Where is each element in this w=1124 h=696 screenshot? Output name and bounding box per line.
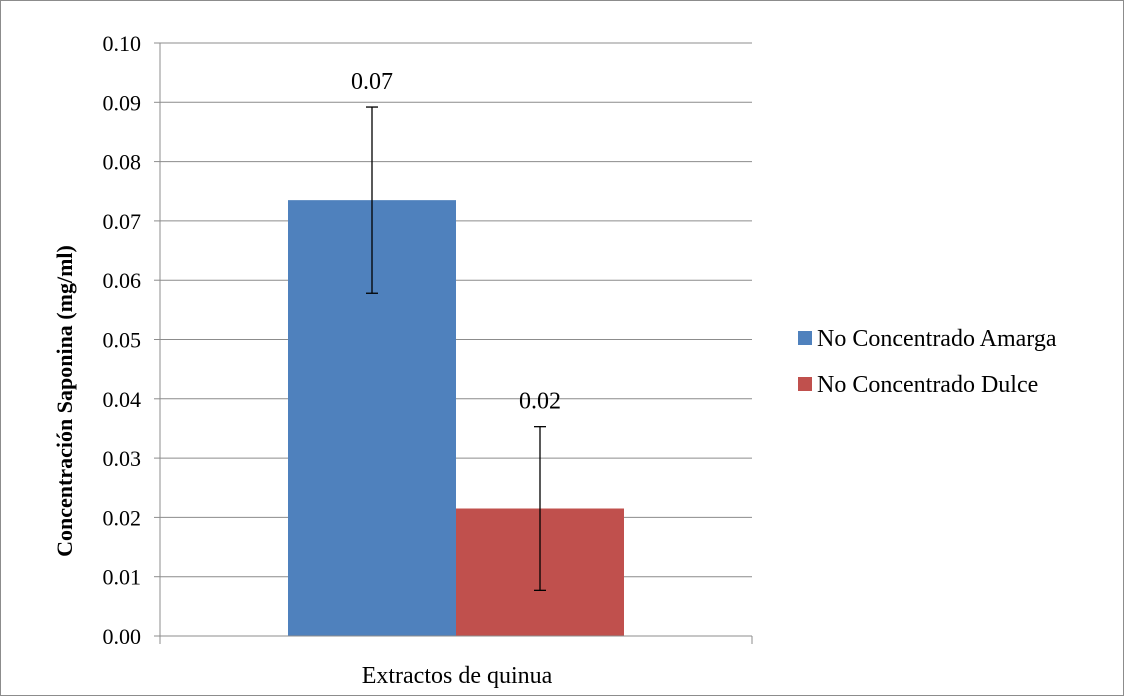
y-tick-label: 0.09	[103, 90, 142, 115]
gridlines	[160, 42, 752, 578]
y-tick-label: 0.01	[103, 565, 142, 590]
y-tick-label: 0.10	[103, 31, 142, 56]
legend-label: No Concentrado Dulce	[817, 372, 1038, 398]
data-labels: 0.07 0.02	[351, 69, 561, 415]
y-tick-labels: 0.00 0.01 0.02 0.03 0.04 0.05 0.06 0.07 0.08 0.09…	[103, 31, 142, 649]
x-axis-label: Extractos de quinua	[362, 663, 553, 689]
y-tick-label: 0.08	[103, 150, 142, 175]
legend: No Concentrado Amarga No Concentrado Dulc…	[798, 326, 1057, 398]
y-tick-label: 0.03	[103, 446, 142, 471]
y-tick-label: 0.04	[103, 387, 142, 412]
data-label: 0.02	[519, 389, 561, 415]
y-tick-label: 0.05	[103, 328, 142, 353]
data-label: 0.07	[351, 69, 393, 95]
legend-label: No Concentrado Amarga	[817, 326, 1057, 352]
y-axis-label: Concentración Saponina (mg/ml)	[52, 245, 77, 557]
y-tick-label: 0.06	[103, 268, 142, 293]
axes	[154, 42, 753, 644]
bars	[288, 106, 624, 636]
y-tick-label: 0.00	[103, 624, 142, 649]
legend-swatch	[798, 331, 812, 345]
y-tick-label: 0.02	[103, 505, 142, 530]
y-tick-label: 0.07	[103, 209, 142, 234]
legend-swatch	[798, 377, 812, 391]
